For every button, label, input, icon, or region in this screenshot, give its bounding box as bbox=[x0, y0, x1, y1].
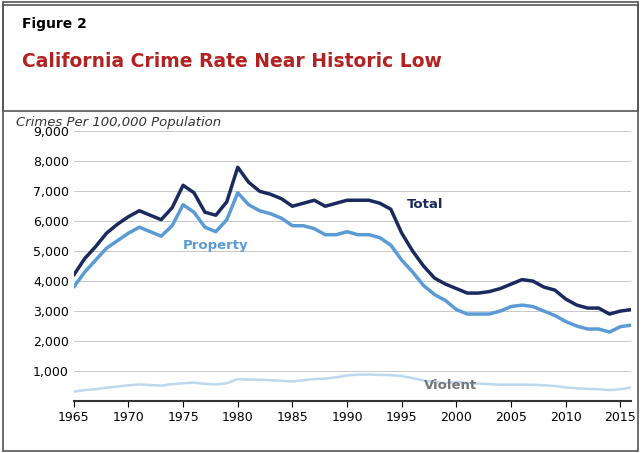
Text: Violent: Violent bbox=[424, 380, 477, 392]
Text: California Crime Rate Near Historic Low: California Crime Rate Near Historic Low bbox=[22, 53, 442, 72]
Text: Figure 2: Figure 2 bbox=[22, 17, 87, 31]
Text: Total: Total bbox=[407, 198, 444, 211]
Text: Property: Property bbox=[183, 239, 249, 252]
Text: Crimes Per 100,000 Population: Crimes Per 100,000 Population bbox=[16, 116, 221, 129]
